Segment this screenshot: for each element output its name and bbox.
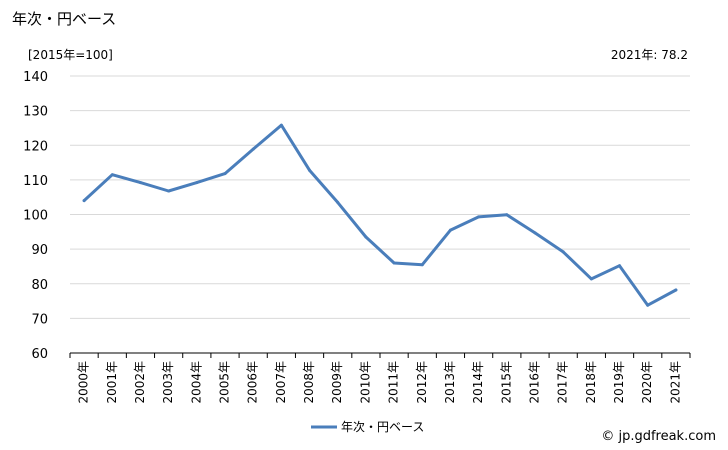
- x-tick-label: 2011年: [387, 361, 401, 404]
- x-tick-label: 2008年: [302, 361, 316, 404]
- data-point: [477, 215, 481, 219]
- y-tick-label: 70: [31, 312, 48, 327]
- data-point: [308, 168, 311, 172]
- data-point: [195, 181, 199, 185]
- data-point: [167, 189, 171, 193]
- y-tick-label: 60: [31, 347, 48, 362]
- page-title: 年次・円ベース: [12, 10, 117, 28]
- y-tick-label: 80: [31, 278, 48, 293]
- x-tick-label: 2000年: [77, 361, 91, 404]
- data-point: [618, 264, 621, 268]
- y-tick-labels: 60 70 80 90 100 110 120 130 140: [23, 70, 48, 362]
- data-point: [392, 261, 396, 265]
- data-point: [251, 147, 255, 151]
- y-tick-label: 100: [23, 209, 48, 224]
- legend-label: 年次・円ベース: [341, 420, 424, 434]
- x-tick-label: 2013年: [443, 361, 457, 404]
- data-point: [110, 173, 114, 177]
- data-point: [420, 263, 424, 267]
- y-tick-label: 140: [23, 70, 48, 85]
- x-tick-label: 2003年: [161, 361, 175, 404]
- y-tick-label: 120: [23, 139, 48, 154]
- x-tick-label: 2007年: [274, 361, 288, 404]
- data-point: [674, 288, 678, 292]
- grid-lines: [70, 75, 690, 319]
- x-tick-label: 2002年: [133, 361, 147, 404]
- series-line: [82, 123, 678, 307]
- axes: [69, 352, 691, 358]
- x-tick-label: 2021年: [668, 361, 682, 404]
- data-point: [561, 250, 565, 254]
- x-tick-label: 2010年: [358, 361, 372, 404]
- x-tick-label: 2015年: [499, 361, 513, 404]
- x-tick-label: 2004年: [189, 361, 203, 404]
- data-point: [533, 231, 537, 235]
- x-tick-label: 2005年: [218, 361, 232, 404]
- x-tick-label: 2018年: [584, 361, 598, 404]
- data-point: [82, 199, 86, 203]
- y-tick-label: 90: [31, 243, 48, 258]
- x-tick-label: 2017年: [556, 361, 570, 404]
- x-tick-label: 2001年: [105, 361, 119, 404]
- data-point: [139, 181, 142, 185]
- data-point: [364, 235, 368, 239]
- x-tick-label: 2016年: [528, 361, 542, 404]
- data-point: [505, 213, 509, 217]
- data-point: [336, 200, 340, 204]
- x-tick-label: 2006年: [246, 361, 260, 404]
- source-credit: © jp.gdfreak.com: [601, 429, 716, 444]
- data-point: [589, 277, 593, 281]
- latest-value-label: 2021年: 78.2: [610, 48, 688, 62]
- x-tick-labels: 2000年 2001年 2002年 2003年 2004年 2005年 2006年 2007年…: [77, 361, 683, 404]
- x-tick-label: 2019年: [612, 361, 626, 404]
- data-point: [279, 123, 283, 127]
- x-tick-label: 2020年: [640, 361, 654, 404]
- x-tick-label: 2012年: [415, 361, 429, 404]
- data-point: [223, 172, 227, 176]
- x-tick-label: 2009年: [330, 361, 344, 404]
- y-tick-label: 110: [23, 174, 48, 189]
- series-lines: [82, 123, 678, 307]
- y-tick-label: 130: [23, 105, 48, 120]
- legend: 年次・円ベース: [311, 420, 424, 434]
- x-tick-label: 2014年: [471, 361, 485, 404]
- data-point: [449, 228, 452, 232]
- data-point: [646, 303, 650, 307]
- y-axis-unit-label: [2015年=100]: [28, 48, 113, 62]
